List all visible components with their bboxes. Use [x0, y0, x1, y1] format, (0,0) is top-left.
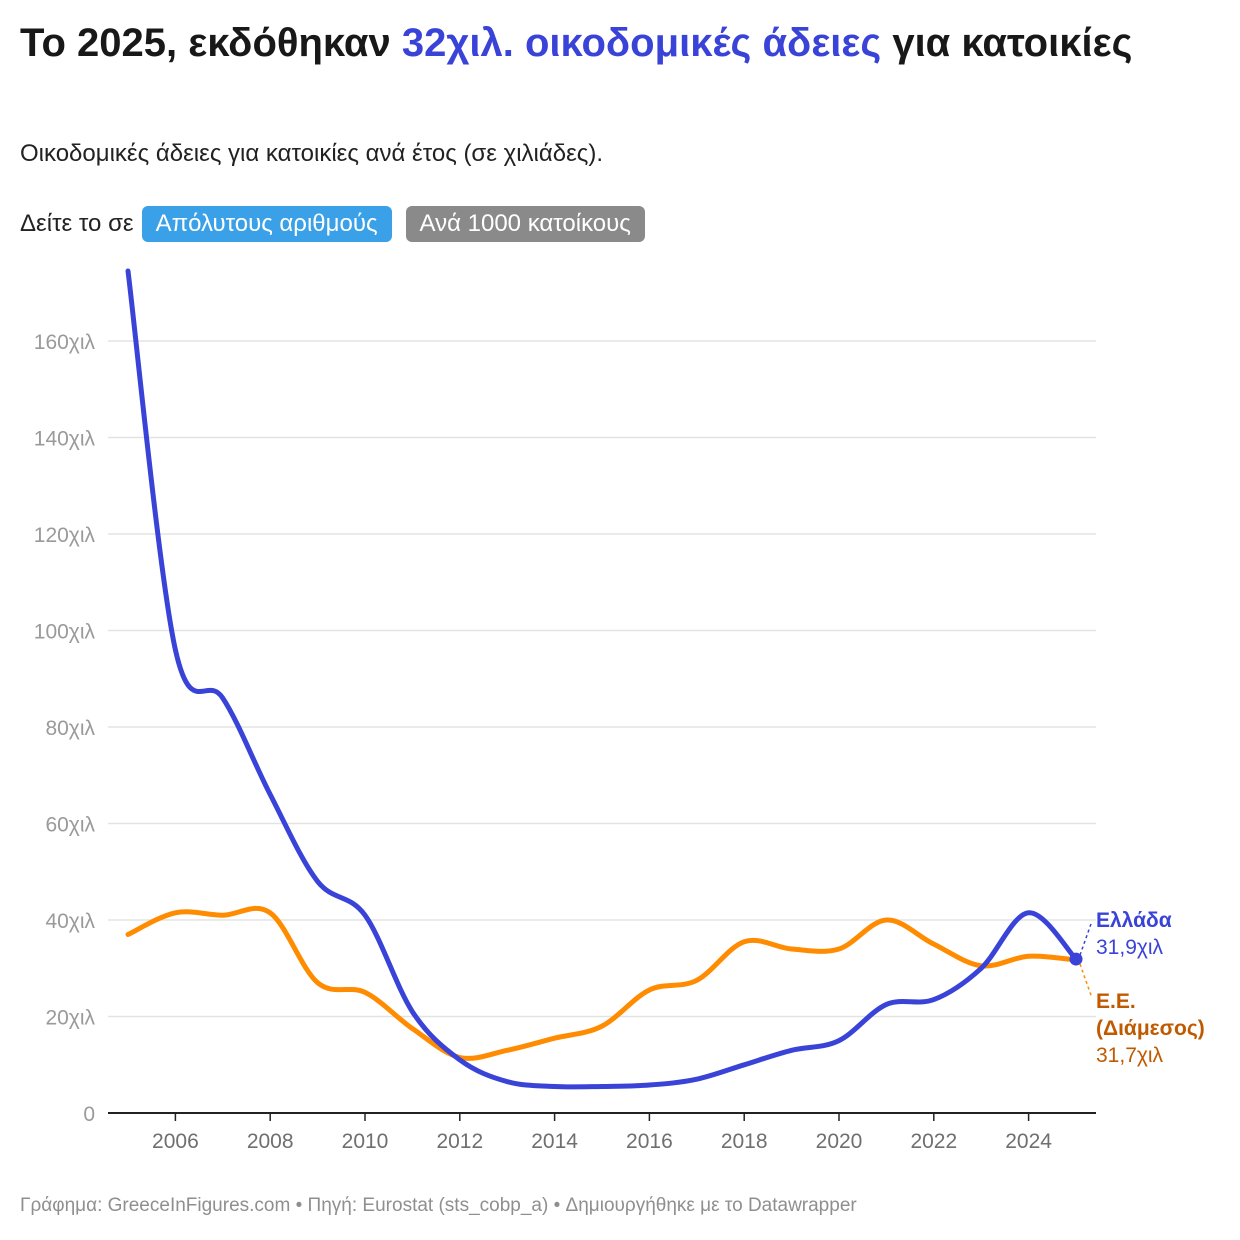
y-tick-label: 80χιλ — [45, 717, 95, 740]
leader-line-greece — [1079, 920, 1093, 956]
x-tick-label: 2022 — [910, 1130, 957, 1153]
end-value-eu-median: 31,7χιλ — [1096, 1044, 1164, 1067]
x-tick-label: 2018 — [721, 1130, 768, 1153]
y-tick-label: 40χιλ — [45, 910, 95, 933]
series-line-greece — [125, 268, 1079, 1090]
chart-title: Το 2025, εκδόθηκαν 32χιλ. οικοδομικές άδ… — [20, 18, 1200, 68]
y-tick-label: 0 — [83, 1103, 95, 1126]
chart-footer: Γράφημα: GreeceInFigures.com • Πηγή: Eur… — [20, 1195, 857, 1216]
y-tick-label: 20χιλ — [45, 1007, 95, 1030]
x-tick-label: 2024 — [1005, 1130, 1052, 1153]
x-tick-label: 2016 — [626, 1130, 673, 1153]
endpoint-dot-greece — [1069, 952, 1083, 966]
x-tick-label: 2014 — [531, 1130, 578, 1153]
x-tick-label: 2010 — [342, 1130, 389, 1153]
title-highlight: 32χιλ. οικοδομικές άδειες — [401, 21, 882, 65]
title-post: για κατοικίες — [881, 21, 1133, 65]
y-tick-label: 120χιλ — [34, 524, 96, 547]
x-tick-label: 2008 — [247, 1130, 294, 1153]
toggle-absolute-button[interactable]: Απόλυτους αριθμούς — [141, 206, 392, 242]
x-tick-label: 2006 — [152, 1130, 199, 1153]
line-chart: 0 20χιλ 40χιλ 60χιλ 80χιλ 100χιλ 120χιλ 140χιλ 1… — [34, 268, 1205, 1153]
series-label-greece: Ελλάδα — [1096, 909, 1172, 932]
y-tick-label: 160χιλ — [34, 331, 96, 354]
y-tick-label: 140χιλ — [34, 428, 96, 451]
y-tick-label: 100χιλ — [34, 621, 96, 644]
x-tick-label: 2012 — [436, 1130, 483, 1153]
chart-subtitle: Οικοδομικές άδειες για κατοικίες ανά έτο… — [20, 140, 604, 167]
x-tick-label: 2020 — [816, 1130, 863, 1153]
view-toggle: Δείτε το σε Απόλυτους αριθμούς Ανά 1000 … — [20, 206, 659, 242]
leader-line-eu-median — [1079, 963, 1093, 999]
series-label-eu-median: Ε.Ε. (Διάμεσος) — [1096, 990, 1205, 1040]
toggle-prefix: Δείτε το σε — [20, 210, 134, 237]
series-line-eu-median — [125, 905, 1079, 1061]
toggle-per-1000-button[interactable]: Ανά 1000 κατοίκους — [405, 206, 645, 242]
end-value-greece: 31,9χιλ — [1096, 936, 1164, 959]
title-pre: Το 2025, εκδόθηκαν — [20, 21, 402, 65]
y-tick-label: 60χιλ — [45, 814, 95, 837]
